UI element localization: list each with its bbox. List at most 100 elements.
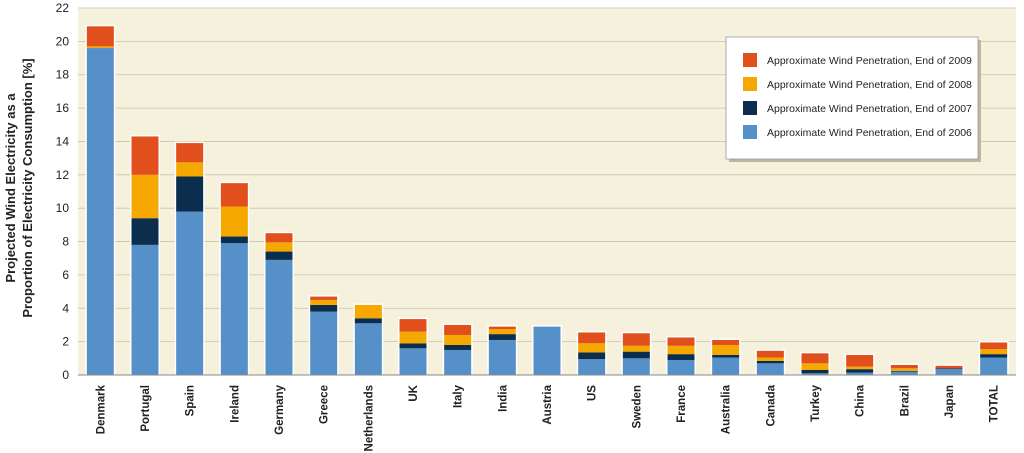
y-axis-ticks: 0 2 4 6 8 10 12 14 16 18 20 22 [56,1,70,382]
x-tick-label: Netherlands [363,385,375,451]
bar-segment [131,218,159,245]
bar-segment [935,365,963,369]
bar-segment [488,326,516,330]
x-tick-label: Spain [185,385,197,416]
bar-stack [487,325,518,375]
bar-stack [934,364,964,375]
bar-segment [399,331,427,344]
bar-stack [308,295,339,375]
x-tick-label: Sweden [631,385,643,428]
legend-label: Approximate Wind Penetration, End of 200… [767,79,972,91]
x-tick-label: UK [408,384,420,401]
bar-segment [890,364,918,369]
bar-segment [354,323,382,375]
bar-segment [712,354,740,358]
bar-stack [353,303,384,375]
bar-segment [622,345,650,352]
bar-segment [667,359,695,375]
x-tick-label: Ireland [229,385,241,423]
bar-segment [220,243,248,375]
x-tick-label: Japan [944,385,956,418]
bar-stack [710,338,741,375]
bar-stack [666,335,696,375]
bar-stack [398,317,428,375]
x-tick-label: Denmark [95,384,107,434]
bar-segment [935,368,963,370]
bar-segment [756,360,784,364]
bar-stack [844,353,875,375]
bar-segment [712,357,740,375]
bar-segment [667,337,695,346]
bar-segment [399,348,427,375]
y-tick-label: 8 [62,235,69,249]
bar-segment [488,334,516,340]
y-axis-title-line-1: Projected Wind Electricity as a [3,93,18,283]
bars [85,24,1009,375]
bar-segment [801,373,829,375]
bar-stack [576,330,607,375]
x-tick-label: Brazil [899,385,911,416]
x-axis-labels: Denmark Portugal Spain Ireland Germany Greece… [95,384,1000,451]
bar-segment [712,339,740,345]
bar-segment [846,366,874,370]
x-tick-label: Italy [453,384,465,408]
x-tick-label: Austria [542,384,554,424]
legend-swatch [743,77,757,91]
y-axis-title-line-2: Proportion of Electricity Consumption [%… [20,58,35,317]
x-tick-label: Greece [319,385,331,424]
x-tick-label: Turkey [810,384,822,421]
y-tick-label: 12 [56,168,70,182]
bar-segment [444,324,472,335]
bar-segment [622,358,650,375]
bar-stack [85,24,116,375]
legend: Approximate Wind Penetration, End of 200… [725,36,981,162]
y-tick-label: 14 [56,134,70,148]
bar-stack [174,141,205,375]
bar-segment [667,345,695,355]
legend-label: Approximate Wind Penetration, End of 200… [767,103,972,115]
y-tick-label: 6 [62,268,69,282]
bar-segment [265,242,293,252]
bar-segment [354,318,382,324]
bar-segment [801,363,829,370]
bar-segment [444,344,472,350]
bar-segment [131,136,159,175]
legend-swatch [743,53,757,67]
bar-segment [354,304,382,319]
bar-segment [667,354,695,360]
bar-segment [220,183,248,207]
bar-segment [622,351,650,359]
bar-segment [131,174,159,219]
x-tick-label: TOTAL [989,385,1001,422]
bar-segment [310,299,338,305]
bar-segment [220,206,248,237]
bar-stack [532,325,562,375]
legend-swatch [743,101,757,115]
legend-label: Approximate Wind Penetration, End of 200… [767,55,972,67]
bar-segment [86,48,114,375]
bar-segment [712,344,740,355]
bar-segment [265,251,293,260]
bar-segment [980,354,1008,358]
bar-segment [310,304,338,312]
bar-stack [621,331,652,375]
bar-segment [310,296,338,300]
legend-box [725,36,979,160]
bar-stack [264,231,294,375]
x-tick-label: India [497,384,509,411]
bar-segment [176,211,204,375]
x-tick-label: Canada [765,384,777,426]
bar-segment [265,259,293,375]
bar-stack [130,134,160,375]
bar-segment [801,353,829,364]
bar-segment [220,236,248,244]
bar-segment [131,244,159,375]
bar-segment [801,369,829,374]
y-tick-label: 18 [56,68,70,82]
x-tick-label: Portugal [140,385,152,432]
bar-segment [488,329,516,335]
bar-stack [889,363,920,375]
bar-segment [310,311,338,375]
bar-segment [980,357,1008,375]
bar-segment [578,352,606,360]
